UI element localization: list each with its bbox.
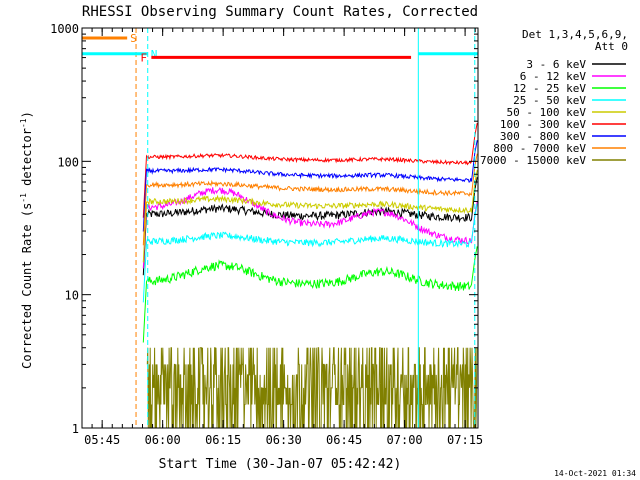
legend-label-50-100-kev: 50 - 100 keV [507, 106, 587, 119]
y-tick-label: 100 [57, 155, 79, 169]
legend-title-line1: Det 1,3,4,5,6,9, [522, 28, 628, 41]
x-tick-label: 05:45 [84, 433, 120, 447]
x-tick-label: 06:45 [326, 433, 362, 447]
y-tick-label: 1000 [50, 22, 79, 36]
legend-label-7000-15000-kev: 7000 - 15000 keV [480, 154, 586, 167]
obs-bar-label-f: F [140, 51, 147, 64]
legend-title-line2: Att 0 [595, 40, 628, 53]
legend-label-12-25-kev: 12 - 25 keV [513, 82, 586, 95]
legend-label-100-300-kev: 100 - 300 keV [500, 118, 586, 131]
axes-layer: 1 10 100 1000 05:45 06:00 06:15 06:30 06:45 07:00… [50, 22, 483, 447]
x-tick-label: 06:00 [145, 433, 181, 447]
legend-label-25-50-kev: 25 - 50 keV [513, 94, 586, 107]
x-tick-label: 06:30 [266, 433, 302, 447]
x-tick-label: 07:15 [447, 433, 483, 447]
y-tick-label: 10 [65, 289, 79, 303]
x-axis-label: Start Time (30-Jan-07 05:42:42) [159, 457, 402, 472]
legend-label-300-800-kev: 300 - 800 keV [500, 130, 586, 143]
legend-label-6-12-kev: 6 - 12 keV [520, 70, 587, 83]
plot-frame [81, 27, 479, 429]
legend-label-3-6-kev: 3 - 6 keV [526, 58, 586, 71]
x-tick-label: 06:15 [205, 433, 241, 447]
y-tick-label: 1 [72, 422, 79, 436]
y-axis-label: Corrected Count Rate (s-1 detector-1) [19, 111, 34, 369]
chart-title: RHESSI Observing Summary Count Rates, Co… [82, 4, 478, 20]
obs-bar-label-s: S [130, 32, 137, 45]
legend-label-800-7000-kev: 800 - 7000 keV [493, 142, 586, 155]
obs-bar-label-n: N [151, 48, 158, 61]
x-tick-label: 07:00 [387, 433, 423, 447]
timestamp: 14-Oct-2021 01:34 [554, 469, 636, 478]
